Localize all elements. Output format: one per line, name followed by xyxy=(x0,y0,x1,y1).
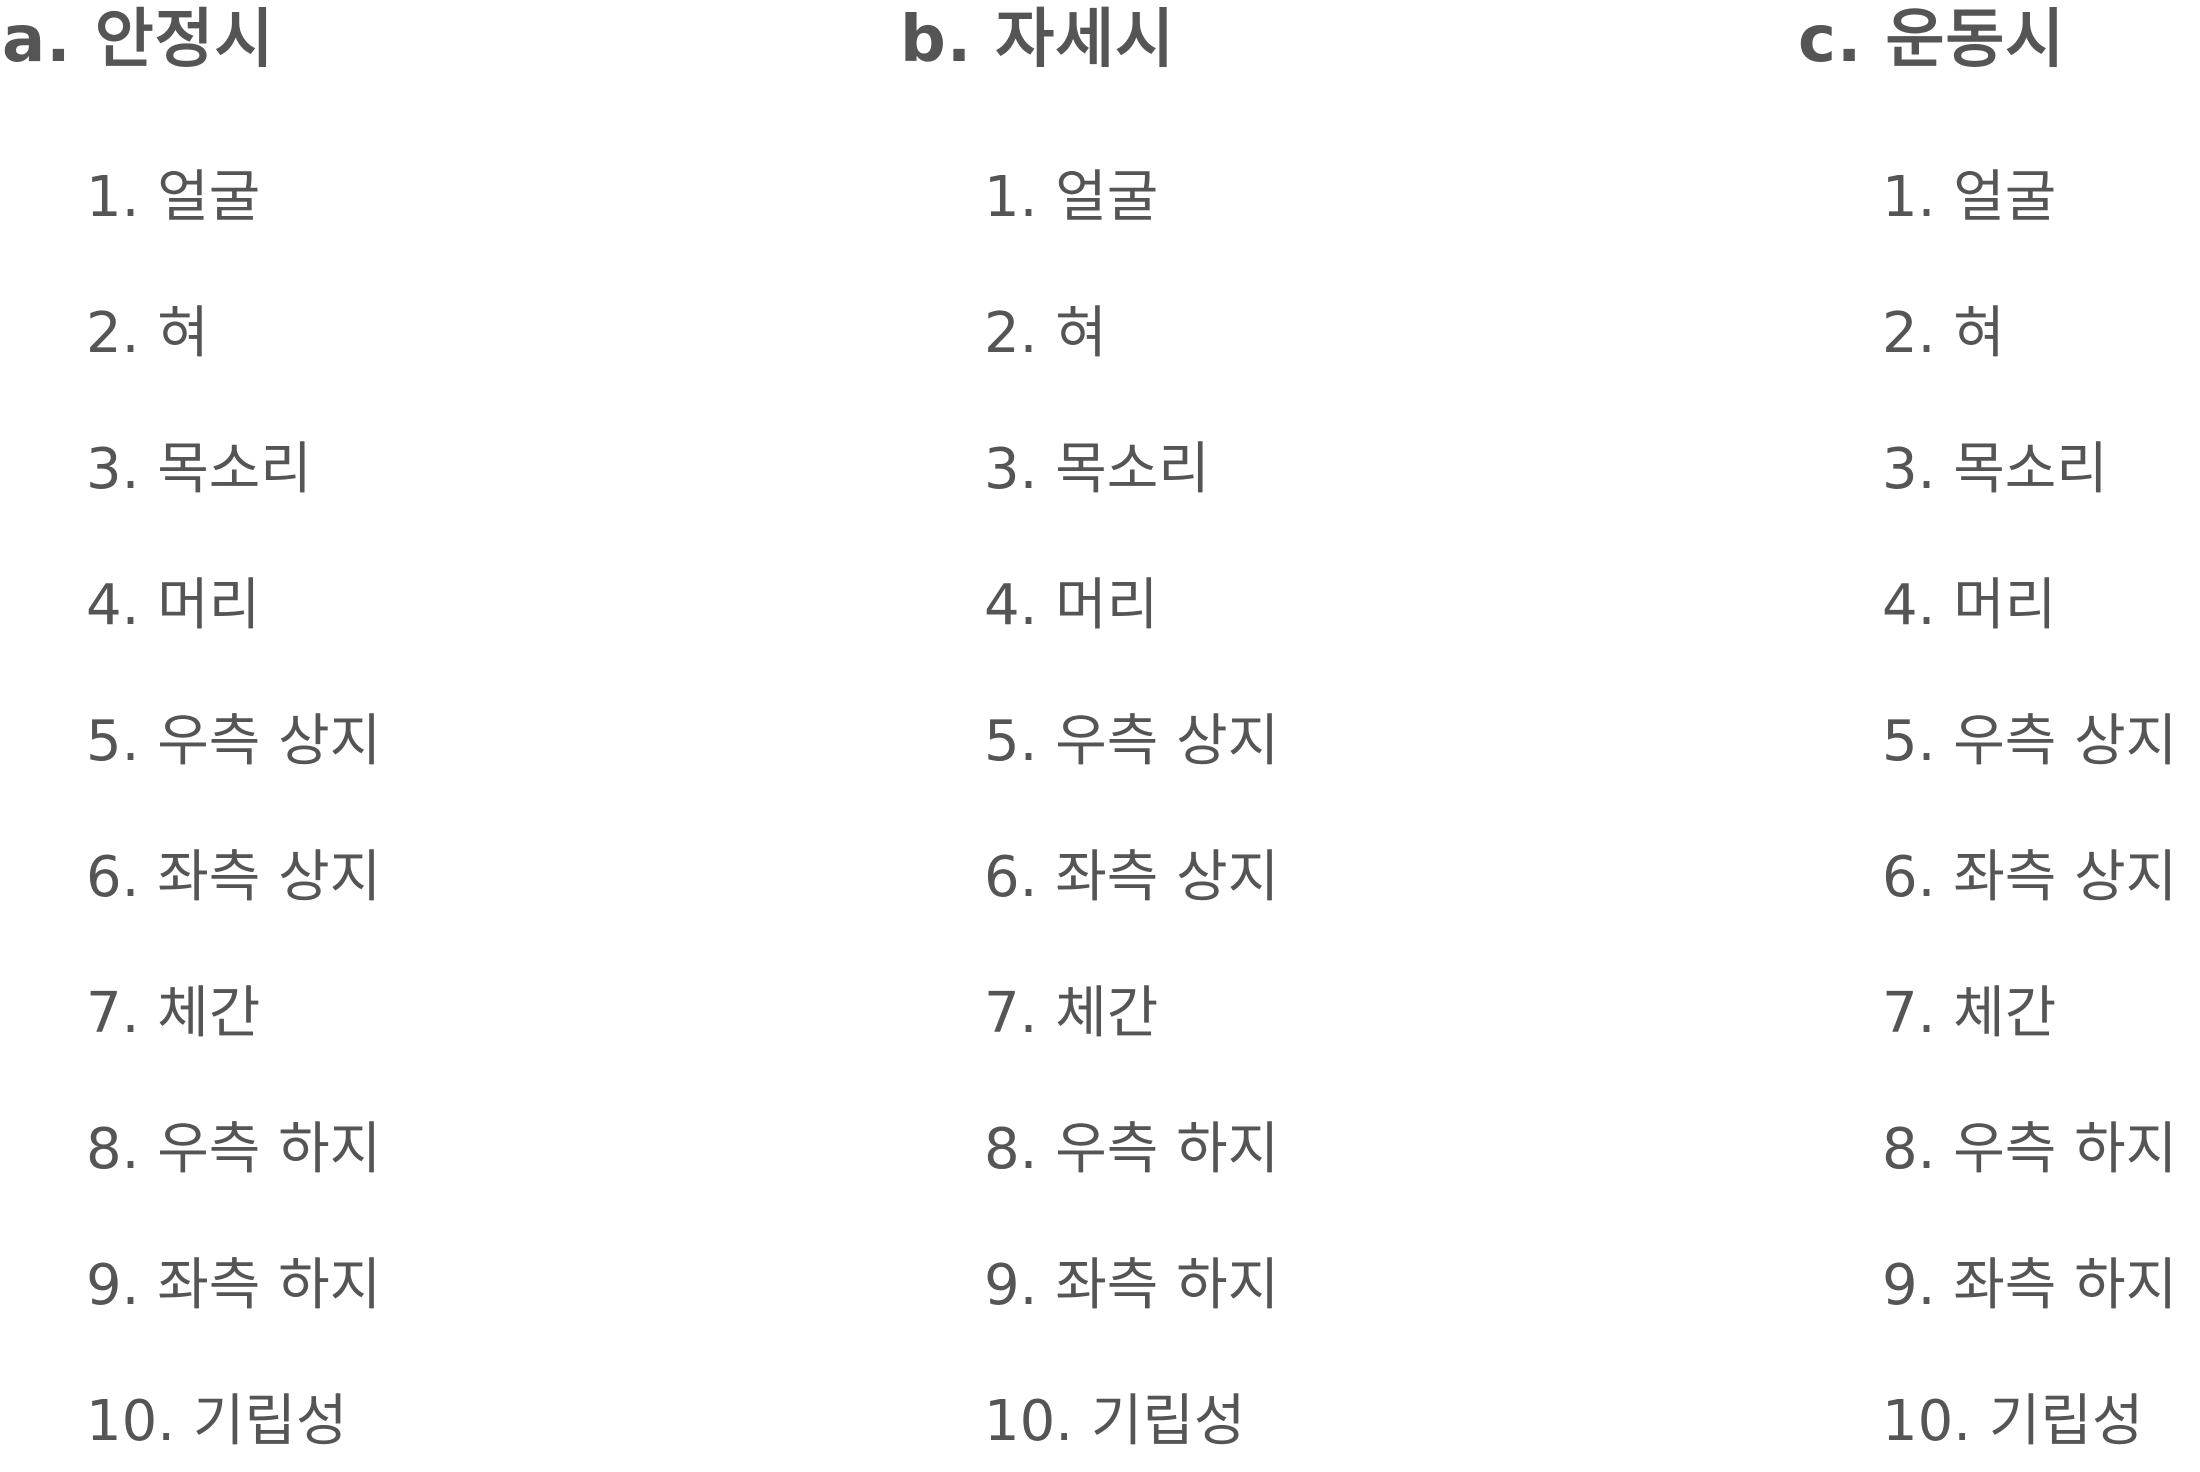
column-at-rest: a. 안정시 1. 얼굴 2. 혀 3. 목소리 4. 머리 5. 우측 상지 … xyxy=(2,3,381,1450)
list-item: 5. 우측 상지 xyxy=(1882,709,2178,774)
list-item: 9. 좌측 하지 xyxy=(984,1253,1280,1318)
list-item: 10. 기립성 xyxy=(1882,1389,2144,1454)
list-item: 8. 우측 하지 xyxy=(86,1117,382,1182)
list-item: 1. 얼굴 xyxy=(1882,165,2057,230)
list-item: 2. 혀 xyxy=(984,301,1107,366)
list-item: 9. 좌측 하지 xyxy=(1882,1253,2178,1318)
column-kinetic: c. 운동시 1. 얼굴 2. 혀 3. 목소리 4. 머리 5. 우측 상지 … xyxy=(1798,3,2177,1450)
list-item: 7. 체간 xyxy=(984,981,1159,1046)
list-item: 3. 목소리 xyxy=(984,437,1210,502)
list-item: 4. 머리 xyxy=(984,573,1159,638)
list-item: 9. 좌측 하지 xyxy=(86,1253,382,1318)
list-item: 8. 우측 하지 xyxy=(984,1117,1280,1182)
list-item: 7. 체간 xyxy=(86,981,261,1046)
column-heading: c. 운동시 xyxy=(1798,3,2066,77)
list-item: 10. 기립성 xyxy=(984,1389,1246,1454)
list-item: 4. 머리 xyxy=(1882,573,2057,638)
list-item: 2. 혀 xyxy=(1882,301,2005,366)
list-item: 6. 좌측 상지 xyxy=(984,845,1280,910)
column-heading: b. 자세시 xyxy=(900,3,1176,77)
list-item: 1. 얼굴 xyxy=(86,165,261,230)
column-postural: b. 자세시 1. 얼굴 2. 혀 3. 목소리 4. 머리 5. 우측 상지 … xyxy=(900,3,1279,1450)
list-item: 1. 얼굴 xyxy=(984,165,1159,230)
list-item: 6. 좌측 상지 xyxy=(1882,845,2178,910)
list-item: 10. 기립성 xyxy=(86,1389,348,1454)
list-item: 4. 머리 xyxy=(86,573,261,638)
column-heading: a. 안정시 xyxy=(2,3,275,77)
list-item: 3. 목소리 xyxy=(86,437,312,502)
list-item: 8. 우측 하지 xyxy=(1882,1117,2178,1182)
list-item: 5. 우측 상지 xyxy=(984,709,1280,774)
list-item: 5. 우측 상지 xyxy=(86,709,382,774)
list-item: 7. 체간 xyxy=(1882,981,2057,1046)
list-item: 2. 혀 xyxy=(86,301,209,366)
list-item: 6. 좌측 상지 xyxy=(86,845,382,910)
list-item: 3. 목소리 xyxy=(1882,437,2108,502)
